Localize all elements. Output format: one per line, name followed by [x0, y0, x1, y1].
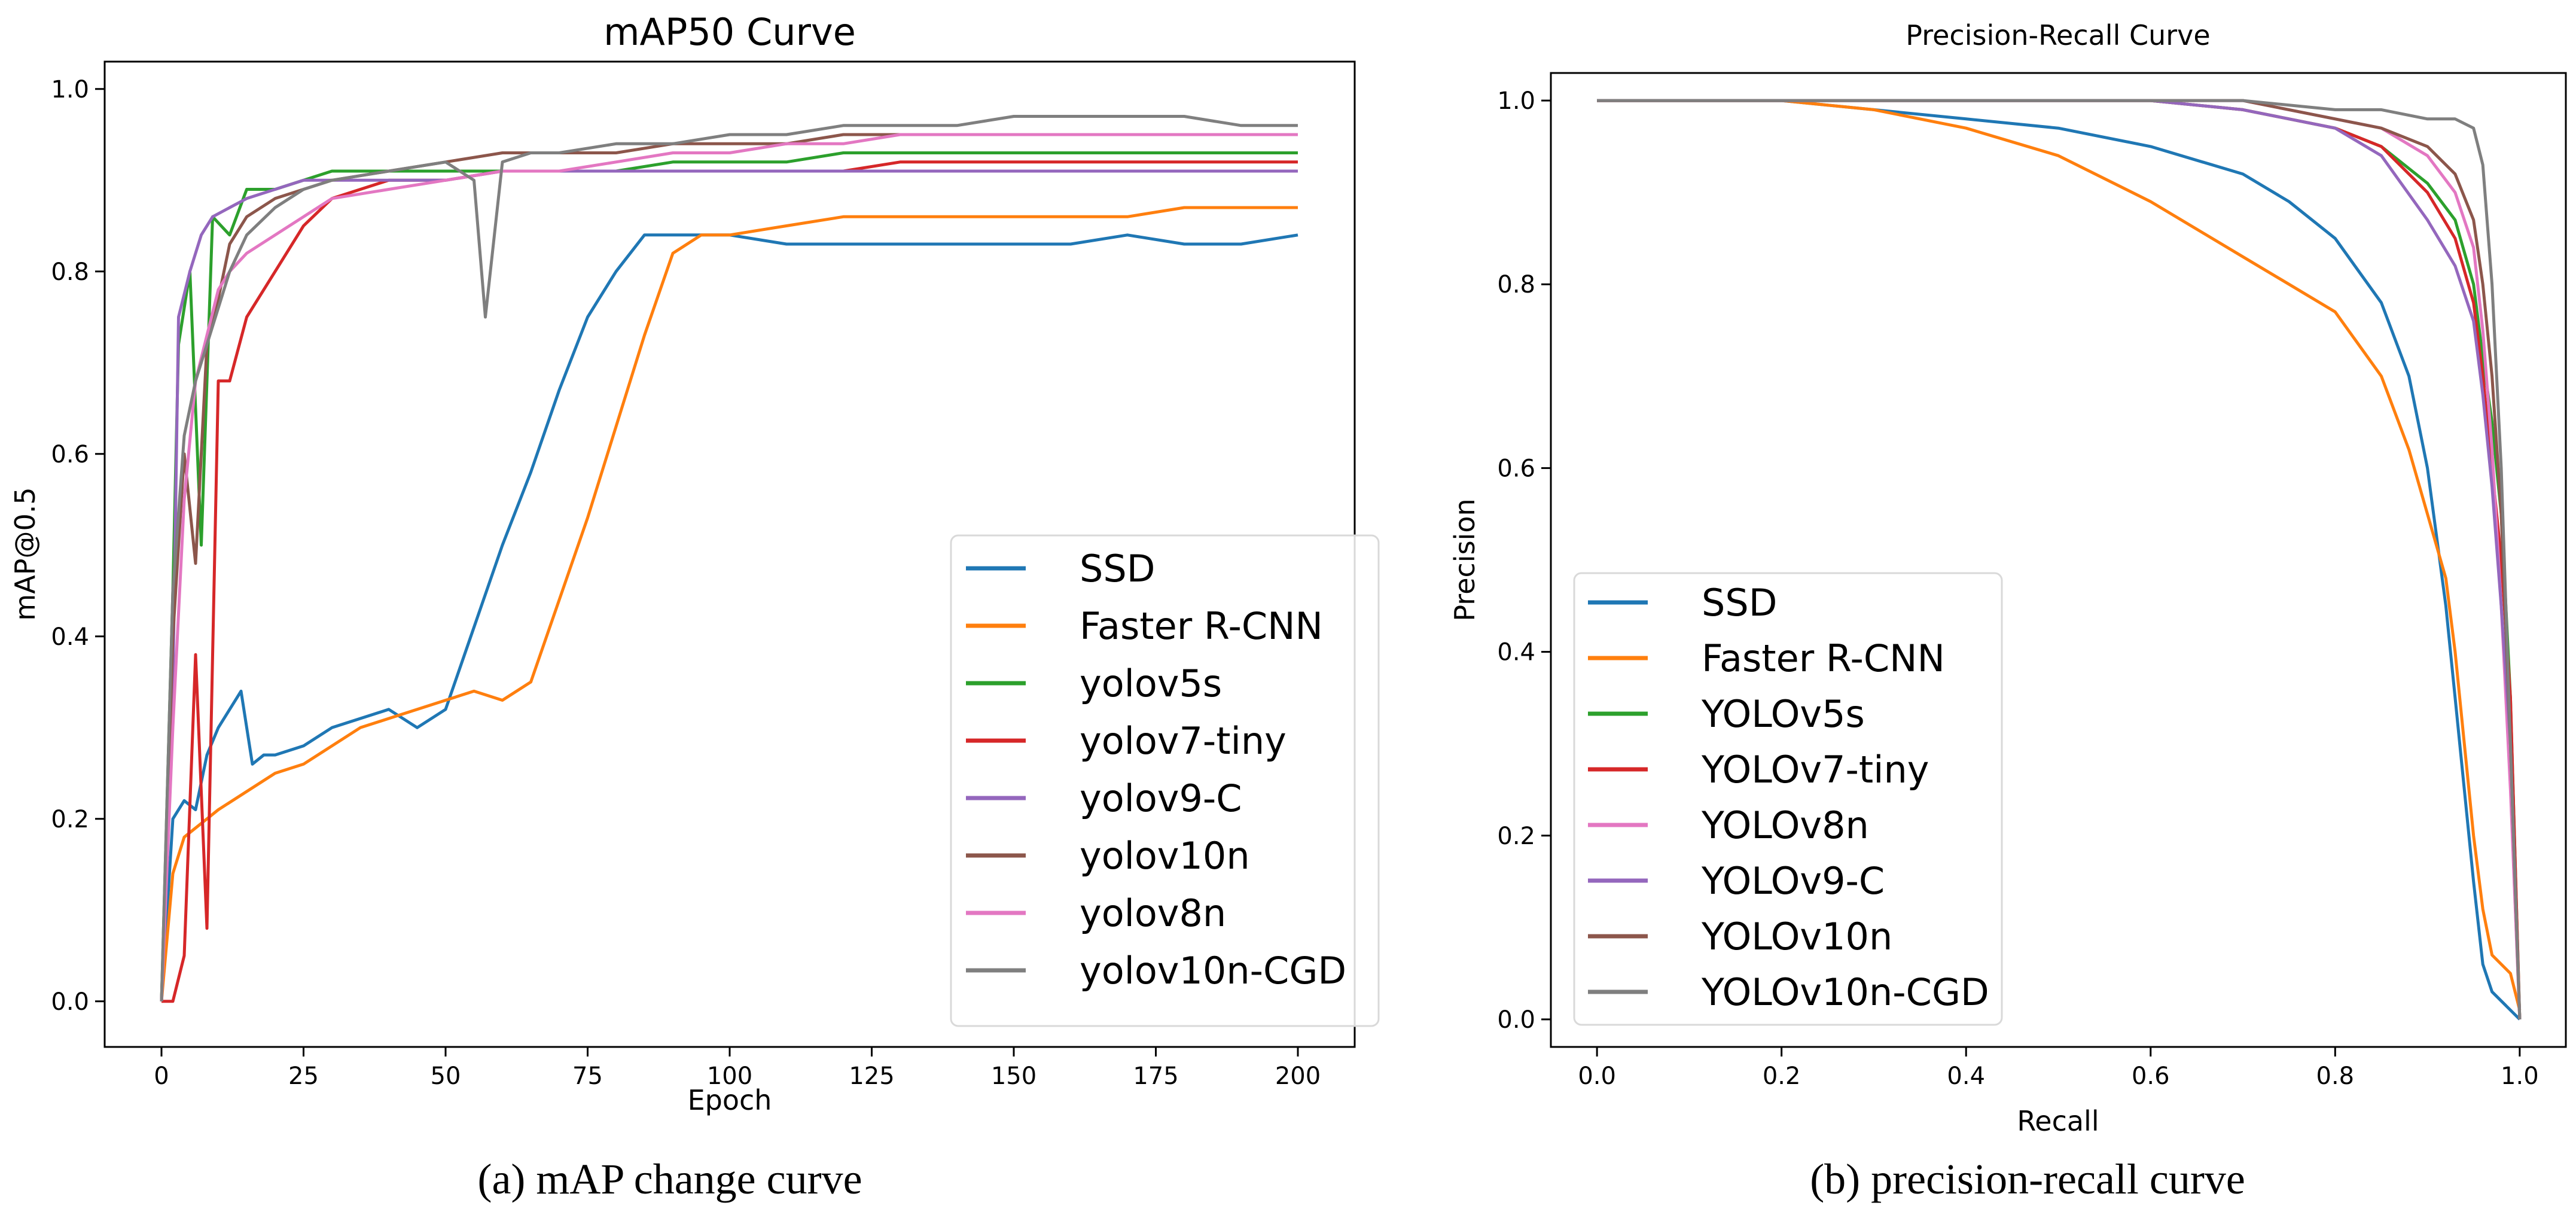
x-tick-label: 0.2: [1763, 1062, 1801, 1090]
x-tick-label: 0: [154, 1062, 169, 1090]
legend-label: YOLOv5s: [1701, 692, 1865, 736]
map50-title: mAP50 Curve: [603, 10, 856, 54]
x-tick-label: 125: [849, 1062, 894, 1090]
y-tick-label: 0.2: [1497, 823, 1535, 850]
caption-left: (a) mAP change curve: [477, 1155, 862, 1203]
y-tick-label: 0.0: [1497, 1006, 1535, 1034]
series-line-yolov10n-cgd: [1597, 99, 2522, 1019]
legend-label: YOLOv9-C: [1701, 859, 1885, 903]
legend-label: YOLOv7-tiny: [1701, 748, 1929, 791]
caption-right: (b) precision-recall curve: [1810, 1155, 2245, 1203]
x-tick-label: 150: [991, 1062, 1037, 1090]
pr-legend: SSD Faster R-CNN YOLOv5s YOLOv7-tiny YOLOv8n…: [1573, 572, 2003, 1026]
y-tick-label: 0.8: [51, 258, 89, 286]
y-tick-label: 1.0: [1497, 87, 1535, 115]
x-tick-label: 25: [288, 1062, 319, 1090]
map50-series-lines: [160, 115, 1298, 1003]
series-line-faster-r-cnn: [160, 206, 1298, 1002]
x-tick-label: 0.4: [1947, 1062, 1985, 1090]
legend-label: yolov5s: [1080, 662, 1222, 705]
legend-label: SSD: [1702, 581, 1777, 625]
legend-label: Faster R-CNN: [1080, 604, 1323, 648]
pr-yticks: 0.0 0.2 0.4 0.6 0.8 1.0: [1497, 87, 1551, 1034]
pr-xlabel: Recall: [2017, 1105, 2099, 1137]
x-tick-label: 0.8: [2316, 1062, 2355, 1090]
series-line-ssd: [160, 233, 1298, 1001]
y-tick-label: 0.2: [51, 806, 89, 833]
legend-label: Faster R-CNN: [1702, 637, 1945, 680]
pr-legend-box: [1573, 572, 2003, 1026]
y-tick-label: 1.0: [51, 76, 89, 103]
x-tick-label: 0.0: [1578, 1062, 1616, 1090]
legend-label: yolov9-C: [1080, 777, 1242, 820]
legend-label: yolov8n: [1080, 891, 1226, 935]
map50-ylabel: mAP@0.5: [9, 487, 41, 620]
x-tick-label: 50: [431, 1062, 461, 1090]
y-tick-label: 0.6: [1497, 455, 1535, 482]
x-tick-label: 200: [1275, 1062, 1321, 1090]
series-line-faster-r-cnn: [1597, 99, 2522, 1011]
pr-series-lines: [1597, 99, 2522, 1021]
map50-legend-items: SSD Faster R-CNN yolov5s yolov7-tiny yolov9-…: [966, 547, 1346, 992]
legend-label: YOLOv8n: [1701, 803, 1869, 847]
map50-chart: mAP50 Curve Epoch mAP@0.5 0 25 50 75 100 125 1…: [9, 10, 1380, 1116]
pr-legend-items: SSD Faster R-CNN YOLOv5s YOLOv7-tiny YOLOv8n…: [1588, 581, 1989, 1014]
series-line-yolov10n-cgd: [160, 115, 1298, 1001]
series-line-yolov8n: [160, 133, 1298, 1001]
y-tick-label: 0.8: [1497, 271, 1535, 299]
pr-chart: Precision-Recall Curve Recall Precision …: [1449, 19, 2567, 1137]
x-tick-label: 1.0: [2501, 1062, 2539, 1090]
y-tick-label: 0.4: [1497, 639, 1535, 666]
map50-legend: SSD Faster R-CNN yolov5s yolov7-tiny yolov9-…: [950, 534, 1380, 1027]
series-line-yolov9-c: [1597, 99, 2522, 1019]
legend-label: yolov10n-CGD: [1080, 949, 1346, 992]
legend-label: SSD: [1080, 547, 1155, 590]
x-tick-label: 75: [572, 1062, 603, 1090]
legend-label: YOLOv10n-CGD: [1701, 970, 1989, 1014]
map50-xticks: 0 25 50 75 100 125 150 175 200: [154, 1047, 1321, 1090]
map50-legend-box: [950, 534, 1380, 1027]
x-tick-label: 175: [1133, 1062, 1178, 1090]
x-tick-label: 0.6: [2132, 1062, 2170, 1090]
legend-label: yolov10n: [1080, 834, 1250, 878]
legend-label: yolov7-tiny: [1080, 719, 1287, 763]
map50-xlabel: Epoch: [688, 1084, 772, 1116]
y-tick-label: 0.0: [51, 988, 89, 1016]
pr-title: Precision-Recall Curve: [1906, 19, 2210, 51]
series-line-ssd: [1597, 99, 2521, 1021]
pr-ylabel: Precision: [1449, 498, 1481, 621]
x-tick-label: 100: [707, 1062, 752, 1090]
map50-yticks: 0.0 0.2 0.4 0.6 0.8 1.0: [51, 76, 105, 1016]
y-tick-label: 0.6: [51, 441, 89, 468]
y-tick-label: 0.4: [51, 623, 89, 651]
pr-xticks: 0.0 0.2 0.4 0.6 0.8 1.0: [1578, 1047, 2539, 1090]
legend-label: YOLOv10n: [1701, 915, 1892, 958]
